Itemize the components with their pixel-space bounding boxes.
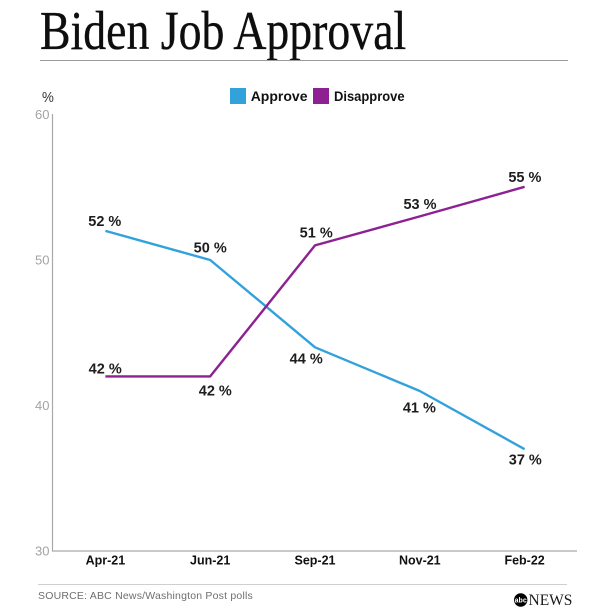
svg-text:50 %: 50 % <box>194 241 227 257</box>
svg-text:Jun-21: Jun-21 <box>190 554 230 568</box>
svg-text:51 %: 51 % <box>300 226 333 242</box>
svg-text:42 %: 42 % <box>199 384 232 400</box>
svg-text:Sep-21: Sep-21 <box>295 554 336 568</box>
svg-text:44 %: 44 % <box>290 352 323 368</box>
svg-text:52 %: 52 % <box>88 214 121 230</box>
svg-text:41 %: 41 % <box>403 401 436 417</box>
svg-text:Apr-21: Apr-21 <box>86 554 126 568</box>
svg-text:42 %: 42 % <box>89 362 122 378</box>
svg-text:55 %: 55 % <box>508 170 541 186</box>
svg-text:Nov-21: Nov-21 <box>399 554 441 568</box>
svg-text:60: 60 <box>35 107 49 122</box>
svg-text:53 %: 53 % <box>403 197 436 213</box>
svg-text:37 %: 37 % <box>509 453 542 469</box>
svg-text:30: 30 <box>35 544 49 559</box>
svg-text:Feb-22: Feb-22 <box>504 554 544 568</box>
svg-text:abc: abc <box>515 597 527 604</box>
svg-text:50: 50 <box>35 253 49 268</box>
svg-text:40: 40 <box>35 398 49 413</box>
svg-text:NEWS: NEWS <box>529 593 573 608</box>
